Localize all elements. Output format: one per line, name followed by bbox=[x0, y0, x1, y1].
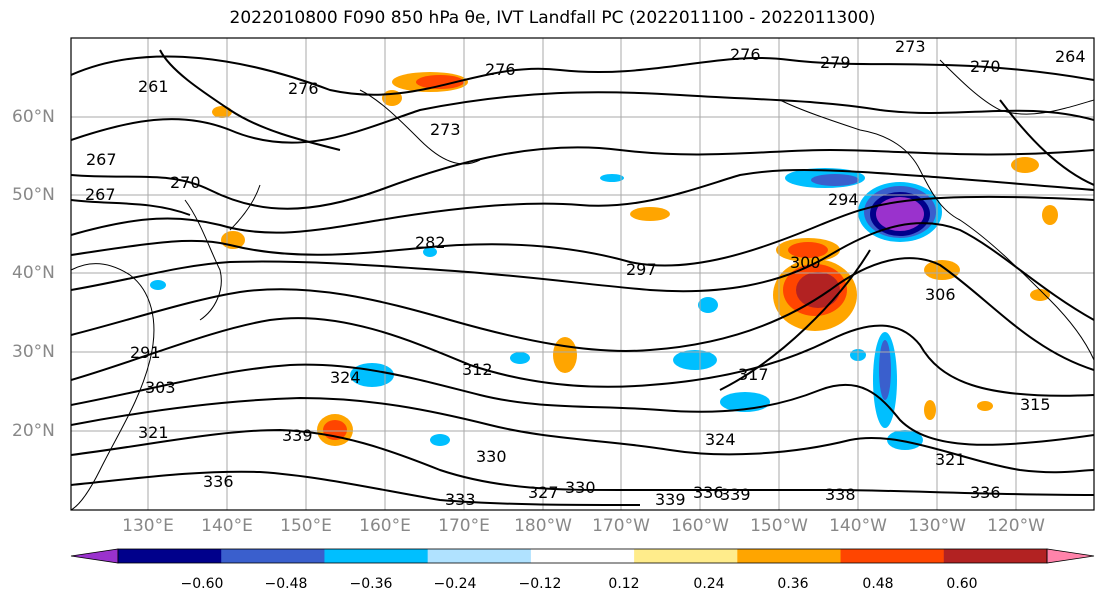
contour-label: 321 bbox=[935, 450, 966, 469]
colorbar-tick-label: 0.12 bbox=[608, 576, 640, 592]
colorbar-segment bbox=[840, 549, 945, 563]
contour-label: 276 bbox=[485, 60, 516, 79]
colorbar-segment bbox=[737, 549, 842, 563]
contour-label: 267 bbox=[85, 185, 116, 204]
contour-label: 321 bbox=[138, 423, 169, 442]
colorbar-segment bbox=[634, 549, 738, 563]
lon-label: 160°E bbox=[359, 516, 411, 536]
colorbar bbox=[70, 548, 1095, 564]
plot-border bbox=[70, 37, 1095, 511]
lat-label: 30°N bbox=[12, 342, 55, 362]
colorbar-tick-label: −0.12 bbox=[518, 576, 562, 592]
contour-label: 261 bbox=[138, 77, 169, 96]
contour-label: 291 bbox=[130, 343, 161, 362]
lon-label: 150°W bbox=[750, 516, 808, 536]
theta-e-contours bbox=[71, 49, 1094, 506]
gridlines bbox=[71, 38, 1094, 510]
contour-label: 330 bbox=[565, 478, 596, 497]
colorbar-tick-label: 0.36 bbox=[777, 576, 809, 592]
contour-label: 294 bbox=[828, 190, 859, 209]
colorbar-segment bbox=[118, 549, 222, 563]
lon-label: 130°E bbox=[122, 516, 174, 536]
colorbar-extend-high bbox=[1046, 548, 1095, 564]
contour-label: 324 bbox=[330, 368, 361, 387]
contour-label: 267 bbox=[86, 150, 117, 169]
contour-label: 336 bbox=[970, 483, 1001, 502]
contour-label: 339 bbox=[655, 490, 686, 509]
contour-label: 306 bbox=[925, 285, 956, 304]
colorbar-tick-label: −0.24 bbox=[433, 576, 477, 592]
lon-label: 170°W bbox=[592, 516, 650, 536]
colorbar-tick-label: −0.60 bbox=[180, 576, 224, 592]
lon-label: 140°E bbox=[201, 516, 253, 536]
lon-label: 150°E bbox=[280, 516, 332, 536]
contour-label: 336 bbox=[203, 472, 234, 491]
contour-label: 273 bbox=[895, 37, 926, 56]
contour-label: 327 bbox=[528, 483, 559, 502]
contour-label: 333 bbox=[445, 490, 476, 509]
contour-label: 315 bbox=[1020, 395, 1051, 414]
lon-label: 170°E bbox=[438, 516, 490, 536]
colorbar-segment bbox=[427, 549, 532, 563]
colorbar-tick-label: 0.48 bbox=[862, 576, 894, 592]
contour-label: 297 bbox=[626, 260, 657, 279]
contour-label: 317 bbox=[738, 365, 769, 384]
colorbar-extend-low bbox=[70, 548, 119, 564]
map-title: 2022010800 F090 850 hPa θe, IVT Landfall… bbox=[229, 8, 876, 28]
ivt-pc-shading bbox=[150, 72, 1058, 450]
contour-label: 270 bbox=[170, 173, 201, 192]
colorbar-segment bbox=[530, 549, 635, 563]
contour-label: 276 bbox=[730, 45, 761, 64]
contour-label: 279 bbox=[820, 53, 851, 72]
lon-label: 160°W bbox=[671, 516, 729, 536]
colorbar-tick-label: −0.36 bbox=[349, 576, 393, 592]
colorbar-tick-label: −0.48 bbox=[264, 576, 308, 592]
lon-label: 140°W bbox=[829, 516, 887, 536]
contour-label: 330 bbox=[476, 447, 507, 466]
contour-label: 303 bbox=[145, 378, 176, 397]
lat-label: 50°N bbox=[12, 185, 55, 205]
lat-label: 20°N bbox=[12, 421, 55, 441]
lat-label: 60°N bbox=[12, 107, 55, 127]
contour-label: 312 bbox=[462, 360, 493, 379]
contour-label: 270 bbox=[970, 57, 1001, 76]
contour-label: 276 bbox=[288, 79, 319, 98]
colorbar-tick-label: 0.24 bbox=[693, 576, 725, 592]
lon-label: 120°W bbox=[987, 516, 1045, 536]
lat-label: 40°N bbox=[12, 263, 55, 283]
contour-label: 338 bbox=[825, 485, 856, 504]
colorbar-border bbox=[117, 548, 1048, 564]
lon-label: 180°W bbox=[514, 516, 572, 536]
contour-label: 300 bbox=[790, 253, 821, 272]
contour-label: 339 bbox=[720, 485, 751, 504]
colorbar-segment bbox=[221, 549, 325, 563]
contour-label: 339 bbox=[282, 426, 313, 445]
colorbar-segment bbox=[324, 549, 429, 563]
lon-label: 130°W bbox=[908, 516, 966, 536]
contour-label: 273 bbox=[430, 120, 461, 139]
coastlines bbox=[71, 59, 1094, 510]
contour-labels: 261 276 270 267 267 273 276 279 273 276 … bbox=[85, 37, 1086, 509]
contour-label: 282 bbox=[415, 233, 446, 252]
colorbar-tick-label: 0.60 bbox=[946, 576, 978, 592]
contour-label: 324 bbox=[705, 430, 736, 449]
contour-label: 336 bbox=[693, 483, 724, 502]
contour-label: 264 bbox=[1055, 47, 1086, 66]
colorbar-segment bbox=[943, 549, 1048, 563]
